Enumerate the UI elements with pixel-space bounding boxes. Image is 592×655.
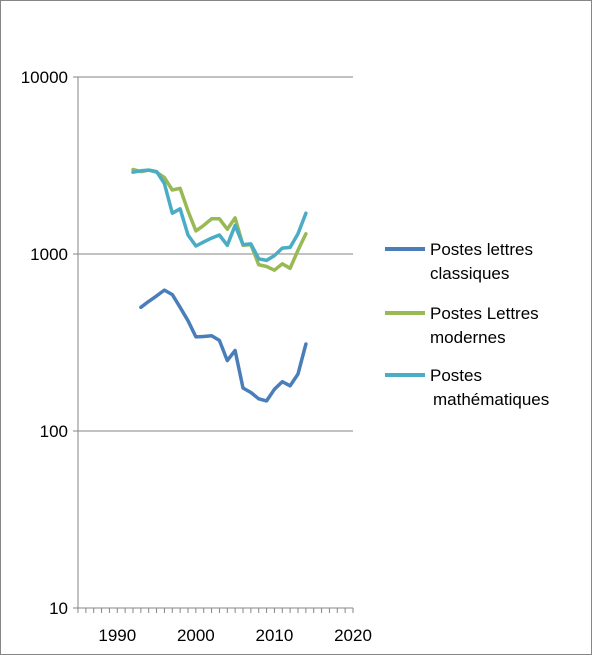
series-line-2 — [131, 167, 308, 272]
legend-label-1: Postes lettres — [430, 240, 533, 259]
y-tick-label: 10 — [49, 599, 68, 618]
legend-label-2: modernes — [430, 328, 506, 347]
series-line-3 — [131, 168, 308, 263]
x-tick-label: 2000 — [177, 626, 215, 645]
y-tick-label: 100 — [40, 422, 68, 441]
x-tick-label: 2020 — [334, 626, 372, 645]
x-tick-label: 2010 — [256, 626, 294, 645]
y-tick-label: 1000 — [30, 245, 68, 264]
gridlines — [78, 76, 353, 432]
data-series — [131, 167, 308, 403]
legend-label-2: Postes Lettres — [430, 304, 539, 323]
y-tick-label: 10000 — [21, 68, 68, 87]
legend: Postes lettres classiques Postes Lettres mo… — [385, 240, 549, 409]
series-line-1 — [139, 288, 308, 403]
x-tick-label: 1990 — [98, 626, 136, 645]
legend-label-3: mathématiques — [433, 390, 549, 409]
legend-label-1: classiques — [430, 264, 509, 283]
axes: 10 100 1000 10000 1990 2000 2010 2020 — [21, 68, 372, 645]
legend-label-3: Postes — [430, 366, 482, 385]
